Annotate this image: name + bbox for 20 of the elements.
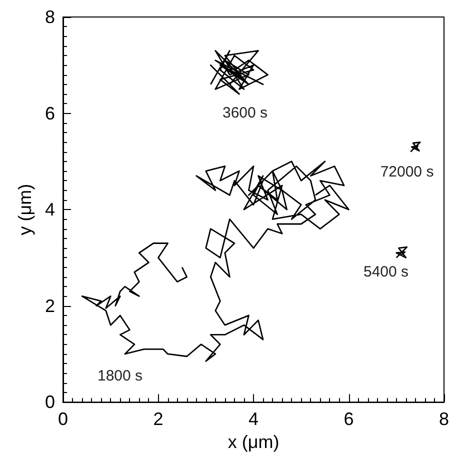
annotation: 3600 s: [222, 104, 268, 122]
annotation: 5400 s: [363, 264, 409, 280]
annotation: 1800 s: [97, 368, 143, 384]
y-tick-label: 6: [44, 103, 55, 124]
x-tick-label: 6: [344, 409, 354, 430]
x-tick-label: 2: [153, 409, 164, 430]
y-tick-label: 0: [44, 392, 55, 412]
y-tick-label: 2: [44, 296, 55, 316]
line-series: [396, 246, 408, 258]
x-tick-label: 8: [438, 409, 450, 430]
line-series: [81, 160, 350, 362]
line-series: [210, 50, 268, 95]
x-tick-label: 0: [58, 409, 68, 430]
x-axis-title: x (μm): [228, 432, 280, 452]
annotation: 72000 s: [380, 164, 434, 180]
y-axis-title: y (μm): [15, 184, 36, 236]
y-tick-label: 8: [44, 7, 55, 27]
x-tick-label: 4: [248, 409, 259, 430]
y-tick-label: 4: [44, 200, 55, 220]
line-series: [410, 141, 421, 152]
